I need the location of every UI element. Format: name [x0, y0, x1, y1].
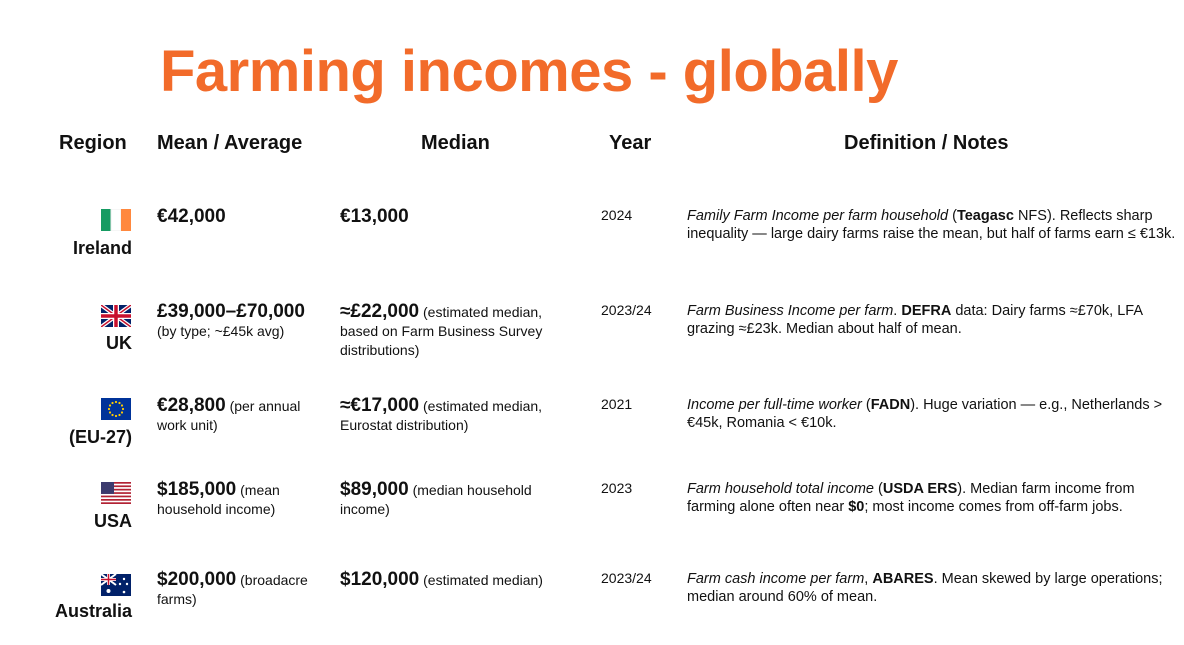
text-run: Farm household total income — [687, 481, 874, 497]
notes-cell: Family Farm Income per farm household (T… — [687, 207, 1179, 243]
text-run: ABARES — [872, 571, 934, 587]
text-run: ). Huge variation — e.g., Netherlands > … — [687, 397, 1163, 431]
region-name: UK — [106, 333, 132, 353]
text-run: DEFRA — [901, 303, 952, 319]
text-run: $185,000 — [157, 479, 237, 500]
text-run: NFS). Reflects sharp inequality — large … — [687, 208, 1176, 242]
text-run: ; most income comes from off-farm jobs. — [864, 499, 1123, 515]
text-run: USDA ERS — [882, 481, 958, 497]
text-run: €28,800 — [157, 395, 226, 416]
text-run: Teagasc — [956, 208, 1014, 224]
text-run: (broadacre farms) — [157, 572, 308, 607]
flag-eu — [101, 398, 131, 420]
year-cell: 2024 — [601, 207, 633, 223]
region-cell: USA — [20, 482, 132, 532]
column-header: Region — [59, 132, 127, 154]
mean-cell: $185,000 (mean household income) — [157, 480, 319, 519]
column-header: Definition / Notes — [844, 132, 1009, 154]
text-run: ≈€17,000 — [340, 395, 420, 416]
region-name: Australia — [54, 601, 132, 621]
mean-cell: £39,000–£70,000 (by type; ~£45k avg) — [157, 302, 319, 341]
text-run: . Mean skewed by large operations; media… — [687, 571, 1163, 605]
text-run: Farm cash income per farm — [687, 571, 865, 587]
text-run: data: Dairy farms ≈£70k, LFA grazing ≈£2… — [687, 303, 1143, 337]
text-run: (median household income) — [340, 482, 532, 517]
notes-cell: Farm cash income per farm, ABARES. Mean … — [687, 570, 1179, 606]
median-cell: $120,000 (estimated median) — [340, 570, 572, 590]
year-cell: 2023/24 — [601, 302, 652, 318]
text-run: Family Farm Income per farm household — [687, 208, 949, 224]
year-cell: 2023/24 — [601, 570, 652, 586]
mean-cell: €28,800 (per annual work unit) — [157, 396, 319, 435]
text-run: (estimated median) — [419, 572, 543, 588]
column-header: Median — [421, 132, 490, 154]
mean-cell: $200,000 (broadacre farms) — [157, 570, 319, 609]
notes-cell: Farm Business Income per farm. DEFRA dat… — [687, 302, 1179, 338]
text-run: (estimated median, based on Farm Busines… — [340, 304, 543, 358]
title: Farming incomes - globally — [160, 39, 898, 104]
median-cell: $89,000 (median household income) — [340, 480, 572, 519]
mean-cell: €42,000 — [157, 207, 319, 227]
region-name: Ireland — [72, 238, 132, 258]
region-name: (EU-27) — [68, 427, 132, 447]
text-run: (mean household income) — [157, 482, 280, 517]
flag-uk — [101, 305, 131, 327]
text-run: (per annual work unit) — [157, 398, 301, 433]
year-cell: 2021 — [601, 396, 633, 412]
flag-ireland — [101, 209, 131, 231]
region-cell: (EU-27) — [20, 398, 132, 448]
region-cell: Ireland — [20, 209, 132, 259]
text-run: £39,000–£70,000 — [157, 301, 305, 322]
text-run: ( — [948, 208, 957, 224]
text-run: $120,000 — [340, 569, 420, 590]
text-run: $89,000 — [340, 479, 409, 500]
column-header: Mean / Average — [157, 132, 303, 154]
median-cell: ≈€17,000 (estimated median, Eurostat dis… — [340, 396, 572, 435]
median-cell: ≈£22,000 (estimated median, based on Far… — [340, 302, 572, 360]
text-run: . — [893, 303, 902, 319]
region-cell: Australia — [20, 572, 132, 622]
median-cell: €13,000 — [340, 207, 572, 227]
notes-cell: Farm household total income (USDA ERS). … — [687, 480, 1179, 516]
text-run: (estimated median, Eurostat distribution… — [340, 398, 543, 433]
flag-australia — [101, 574, 131, 596]
text-run: $200,000 — [157, 569, 237, 590]
flag-usa — [101, 482, 131, 504]
text-run: ). Median farm income from farming alone… — [687, 481, 1135, 515]
text-run: Farm Business Income per farm — [687, 303, 894, 319]
text-run: Income per full-time worker — [687, 397, 862, 413]
text-run: , — [864, 571, 873, 587]
region-name: USA — [93, 511, 132, 531]
text-run: €13,000 — [340, 206, 409, 227]
text-run: ≈£22,000 — [340, 301, 420, 322]
text-run: ( — [861, 397, 871, 413]
text-run: FADN — [870, 397, 911, 413]
text-run: €42,000 — [157, 206, 226, 227]
notes-cell: Income per full-time worker (FADN). Huge… — [687, 396, 1179, 432]
year-cell: 2023 — [601, 480, 633, 496]
text-run: ( — [874, 481, 883, 497]
region-cell: UK — [20, 304, 132, 354]
text-run: (by type; ~£45k avg) — [157, 323, 285, 339]
text-run: $0 — [848, 499, 865, 515]
column-header: Year — [609, 132, 652, 154]
